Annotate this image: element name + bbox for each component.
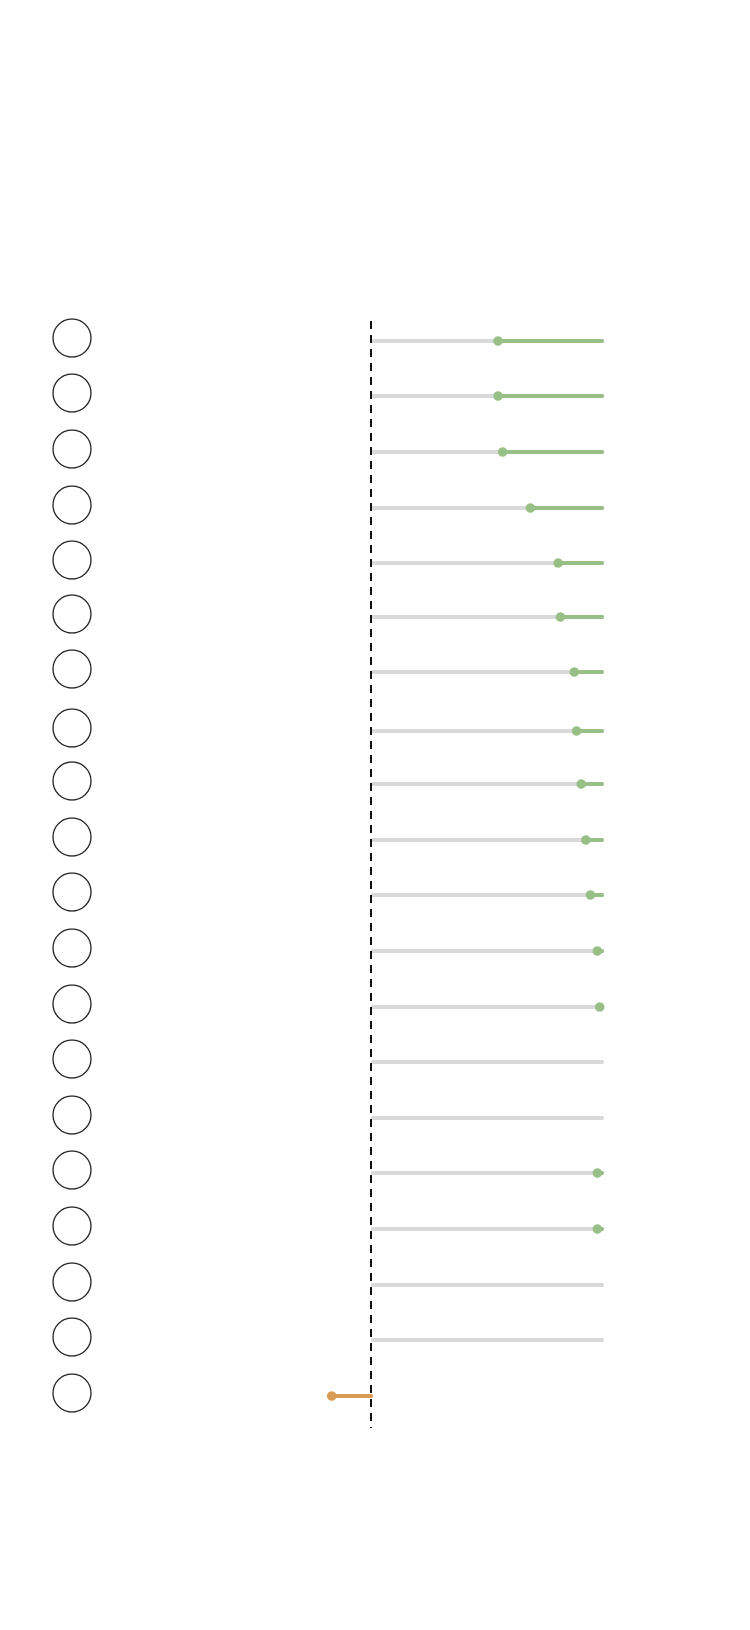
row-marker-circle <box>52 872 92 912</box>
stem-dot <box>553 558 563 568</box>
row-marker-circle <box>52 1317 92 1357</box>
stem-dot <box>326 1391 337 1401</box>
row-marker-circle <box>52 1262 92 1302</box>
row-marker-circle <box>52 708 92 748</box>
row-markers <box>52 318 92 1413</box>
row-marker-circle <box>52 1095 92 1135</box>
stem-dot <box>525 503 536 513</box>
stem-dot <box>571 726 582 736</box>
row-marker-circle <box>52 928 92 968</box>
track-lines <box>371 339 604 1342</box>
stem-dot <box>592 946 603 956</box>
stem-dot <box>592 1168 603 1178</box>
stem-dot <box>555 612 566 622</box>
stems <box>326 336 605 1401</box>
stem-dot <box>569 667 580 677</box>
row-marker-circle <box>52 429 92 469</box>
stem-dot <box>594 1002 605 1012</box>
stem-dot <box>585 890 596 900</box>
row-marker-circle <box>52 485 92 525</box>
stem-dot <box>581 835 591 845</box>
row-marker-circle <box>52 373 92 413</box>
row-marker-circle <box>52 1150 92 1190</box>
row-marker-circle <box>52 817 92 857</box>
stem-dot <box>592 1224 603 1234</box>
stem-dot <box>497 447 508 457</box>
row-marker-circle <box>52 318 92 358</box>
row-marker-circle <box>52 649 92 689</box>
row-marker-circle <box>52 540 92 580</box>
stem-dot <box>493 391 503 401</box>
row-marker-circle <box>52 1206 92 1246</box>
row-marker-circle <box>52 594 92 634</box>
row-marker-circle <box>52 761 92 801</box>
row-marker-circle <box>52 984 92 1024</box>
stem-dot <box>493 336 503 346</box>
row-marker-circle <box>52 1373 92 1413</box>
stem-dot <box>576 779 587 789</box>
row-marker-circle <box>52 1039 92 1079</box>
